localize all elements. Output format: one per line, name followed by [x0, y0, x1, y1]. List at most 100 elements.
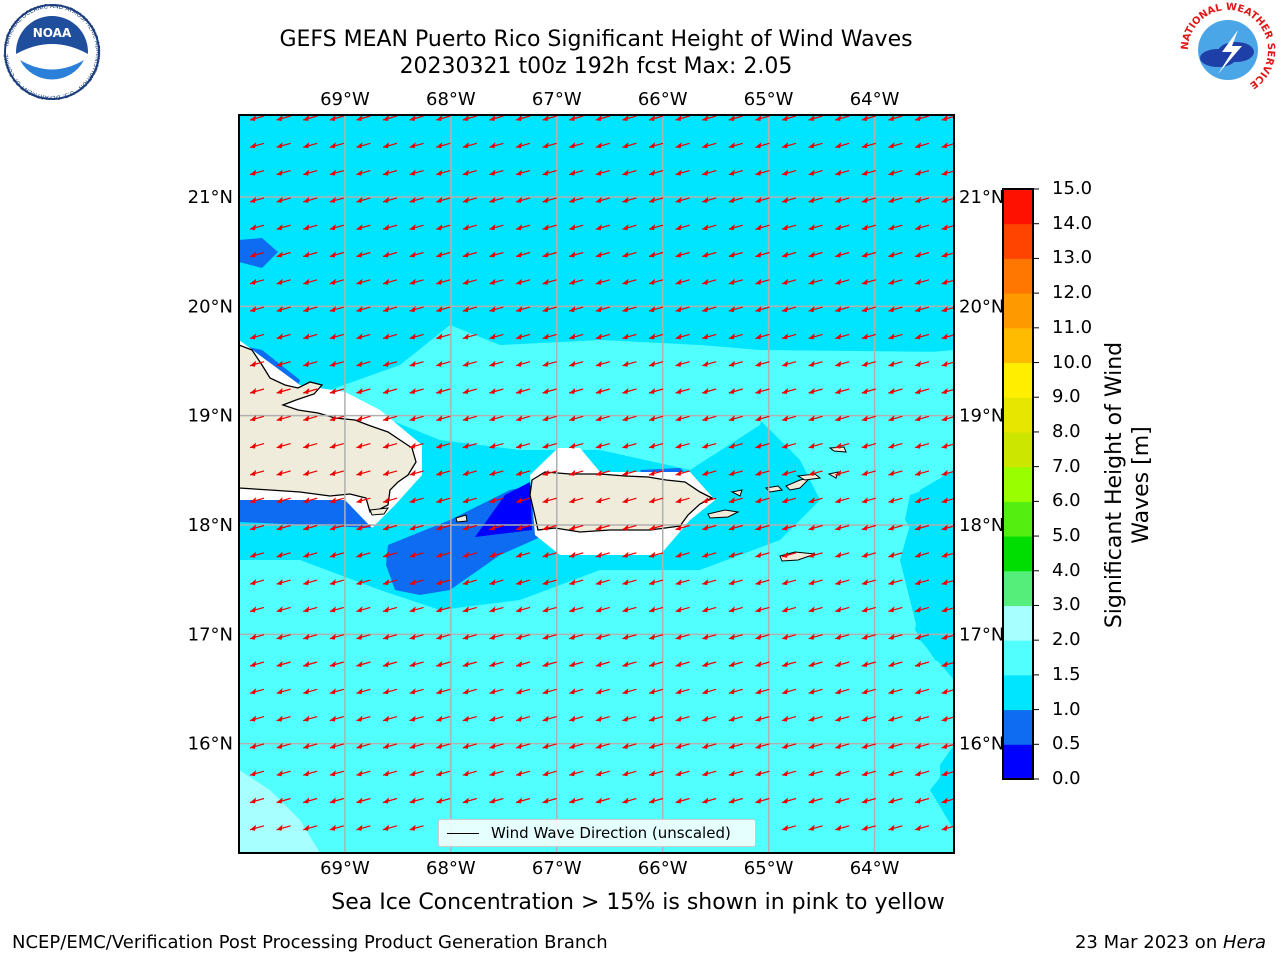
wave-arrow [781, 688, 797, 695]
wave-arrow [755, 251, 770, 258]
wave-arrow [808, 333, 823, 340]
wave-arrow [808, 169, 823, 176]
wave-arrow [356, 633, 371, 640]
colorbar-segment [1003, 327, 1033, 364]
wave-arrow [356, 278, 371, 285]
wave-arrow [462, 442, 477, 449]
wave-arrow [303, 770, 318, 777]
wave-arrow [861, 688, 876, 695]
wave-arrow [515, 770, 531, 777]
wave-arrow [249, 251, 265, 258]
wave-arrow [622, 333, 637, 340]
wave-arrow [861, 333, 876, 340]
wave-arrow [702, 770, 717, 777]
wave-arrow [462, 606, 477, 613]
wave-zone-1.5-2.0 [239, 350, 954, 853]
wave-arrow [808, 115, 823, 121]
colorbar-segment [1003, 570, 1033, 606]
wave-arrow [329, 551, 344, 558]
wave-arrow [356, 551, 371, 558]
wave-arrow [276, 661, 291, 667]
wave-arrow [303, 579, 318, 586]
wave-arrow [835, 142, 850, 149]
wave-arrow [835, 551, 850, 558]
wave-arrow [648, 333, 664, 340]
wave-arrow [489, 469, 504, 476]
wave-arrow [702, 797, 717, 804]
wave-arrow [622, 224, 637, 231]
wave-arrow [276, 715, 291, 722]
colorbar-segment [1003, 397, 1033, 433]
wave-arrow [409, 224, 424, 231]
wave-arrow [808, 278, 823, 285]
wave-arrow [595, 333, 610, 340]
wave-arrow [728, 169, 743, 176]
wave-arrow [462, 196, 477, 203]
noaa-logo: NATIONAL OCEANIC AND ATMOSPHERIC ADMINIS… [2, 4, 101, 100]
wave-arrow [542, 306, 557, 313]
wave-arrow [781, 388, 797, 394]
wave-arrow [462, 742, 477, 749]
wave-arrow [542, 606, 557, 613]
wave-arrow [622, 742, 637, 749]
wave-arrow [728, 360, 743, 367]
wave-arrow [808, 306, 823, 313]
colorbar-tick-label: 3.0 [1052, 594, 1081, 616]
wave-arrow [409, 497, 424, 504]
wave-arrow [489, 278, 504, 285]
wave-arrow [356, 415, 371, 422]
wave-arrow [329, 770, 344, 777]
wave-arrow [515, 715, 531, 722]
wave-arrow [755, 606, 770, 613]
colorbar-tick-label: 13.0 [1052, 247, 1093, 269]
lon-label: 66°W [638, 858, 688, 879]
wave-arrow [569, 606, 584, 613]
wave-arrow [409, 115, 424, 121]
wave-arrow [675, 388, 690, 394]
wave-arrow [808, 770, 823, 777]
wave-arrow [808, 524, 823, 531]
wave-arrow [249, 169, 265, 176]
wave-arrow [276, 606, 291, 613]
wave-arrow [702, 251, 717, 258]
wave-arrow [808, 224, 823, 231]
wave-arrow [595, 606, 610, 613]
wave-arrow [569, 742, 584, 749]
wave-zone-0.5-1.0-hisp-s [239, 500, 372, 528]
wave-arrow [888, 797, 903, 804]
wave-arrow [622, 115, 637, 121]
wave-arrow [595, 497, 610, 504]
wave-arrow [489, 224, 504, 231]
wave-arrow [702, 224, 717, 231]
wave-arrow [489, 169, 504, 176]
wave-arrow [329, 196, 344, 203]
wave-arrow [249, 524, 265, 531]
wave-arrow [382, 579, 398, 586]
lat-label: 18°N [188, 515, 233, 536]
wave-arrow [356, 169, 371, 176]
wave-arrow [728, 715, 743, 722]
wave-arrow [382, 333, 398, 340]
wave-arrow [329, 606, 344, 613]
wave-arrow [675, 360, 690, 367]
wave-arrow [888, 824, 903, 831]
wave-arrow [781, 415, 797, 422]
wave-arrow [515, 388, 531, 394]
wave-arrow [409, 278, 424, 285]
wave-arrow [329, 115, 344, 121]
wave-arrow [409, 579, 424, 586]
wave-arrow [436, 606, 451, 613]
wave-arrow [303, 551, 318, 558]
wave-arrow [755, 115, 770, 121]
wave-arrow [595, 388, 610, 394]
wave-arrow [914, 606, 930, 613]
wave-arrow [542, 388, 557, 394]
wave-arrow [835, 415, 850, 422]
wave-arrow [595, 196, 610, 203]
wave-arrow [382, 824, 398, 831]
nws-logo: NATIONAL WEATHER SERVICE [1180, 2, 1276, 96]
wave-arrow [914, 579, 930, 586]
wave-arrow [382, 715, 398, 722]
wave-arrow [781, 360, 797, 367]
wave-arrow [808, 442, 823, 449]
